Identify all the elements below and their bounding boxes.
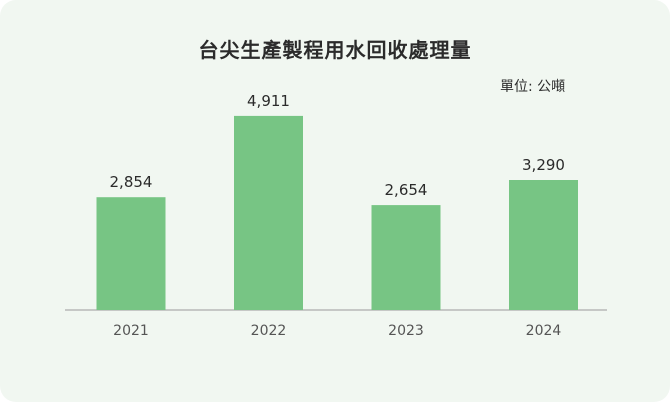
- x-tick-label-2024: 2024: [526, 323, 562, 339]
- value-label-2024: 3,290: [522, 156, 565, 174]
- x-tick-label-2022: 2022: [251, 323, 287, 339]
- bar-2023: [371, 205, 441, 310]
- chart-title: 台尖生產製程用水回收處理量: [198, 38, 472, 62]
- x-tick-label-2021: 2021: [113, 323, 149, 339]
- value-label-2021: 2,854: [110, 173, 153, 191]
- value-label-2022: 4,911: [247, 92, 290, 110]
- x-tick-label-2023: 2023: [388, 323, 424, 339]
- unit-label: 單位: 公噸: [500, 79, 566, 95]
- bar-2021: [96, 197, 166, 310]
- value-label-2023: 2,654: [385, 181, 428, 199]
- bar-2024: [509, 180, 578, 310]
- bar-2022: [234, 115, 303, 311]
